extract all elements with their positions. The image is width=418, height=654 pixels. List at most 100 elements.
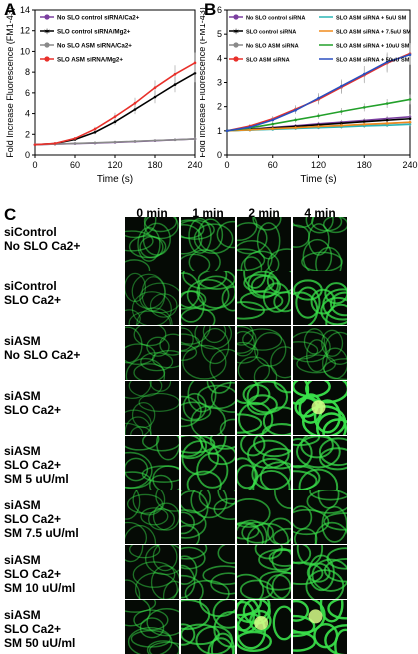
y-tick-label: 8	[25, 67, 30, 77]
micrograph-tile	[181, 217, 235, 271]
legend-marker	[233, 56, 239, 62]
cell-outline	[181, 333, 201, 353]
cell-outline	[237, 217, 258, 242]
cell-outline	[162, 580, 179, 599]
data-point	[173, 83, 177, 86]
cell-outline	[148, 508, 176, 531]
cell-outline	[262, 447, 291, 470]
cell-outline	[125, 490, 141, 520]
cell-outline	[217, 545, 235, 565]
data-point	[153, 86, 157, 89]
cell-outline	[181, 440, 220, 476]
legend-entry: No SLO control siRNA	[246, 16, 305, 22]
cell-outline	[304, 381, 347, 404]
cell-outline	[125, 409, 152, 435]
cell-outline	[136, 307, 173, 325]
x-tick-label: 120	[107, 160, 122, 170]
cell-outline	[125, 422, 144, 435]
data-point	[193, 71, 197, 75]
micrograph-tile	[237, 381, 291, 435]
cell-outline	[243, 250, 280, 271]
data-point	[362, 72, 366, 76]
data-point	[153, 95, 157, 99]
legend-marker	[44, 14, 50, 20]
cell-outline	[156, 436, 179, 461]
error-bars	[54, 64, 196, 145]
cell-outline	[295, 286, 321, 319]
cell-outline	[125, 259, 151, 271]
cell-outline	[253, 364, 278, 380]
column-header: 1 min	[192, 206, 224, 220]
cell-outline	[130, 426, 152, 435]
micrograph-tile	[125, 271, 179, 325]
data-point	[173, 138, 177, 142]
cell-outline	[125, 272, 147, 303]
row-label: siASM SLO Ca2+ SM 5 uU/ml	[4, 444, 69, 486]
micrograph-tile	[293, 326, 347, 380]
cell-outline	[128, 310, 172, 325]
cell-outline	[266, 517, 291, 544]
legend-entry: SLO control siRNA	[246, 30, 296, 36]
data-point	[93, 127, 97, 131]
cell-outline	[310, 288, 336, 315]
bright-spot	[311, 400, 326, 415]
cell-outline	[141, 276, 166, 312]
cell-outline	[125, 343, 156, 366]
series-line	[34, 62, 196, 146]
cell-outline	[209, 436, 235, 450]
cell-outline	[151, 349, 179, 369]
cell-outline	[293, 224, 310, 248]
cell-outline	[272, 527, 291, 544]
cell-outline	[320, 296, 347, 325]
micrograph-tile	[181, 490, 235, 544]
cell-outline	[125, 524, 157, 544]
cell-outline	[273, 381, 291, 394]
cell-outline	[198, 490, 235, 511]
cell-outline	[181, 343, 198, 362]
micrograph-tile	[237, 271, 291, 325]
x-tick-label: 240	[187, 160, 202, 170]
micrograph-tile	[237, 600, 291, 654]
panel-b-letter: B	[204, 0, 217, 19]
x-axis-label: Time (s)	[300, 174, 336, 185]
cell-outline	[141, 436, 179, 452]
y-tick-label: 14	[20, 5, 30, 15]
micrograph-tile	[125, 326, 179, 380]
legend-marker	[233, 14, 239, 20]
cell-outline	[322, 347, 347, 380]
cell-outline	[319, 447, 347, 471]
cell-outline	[237, 326, 254, 346]
data-point	[193, 137, 197, 141]
chart-b: 0 60 120 180 240 0 1 2 3 4 5 6 Time (s) Fold Increase…	[200, 5, 418, 185]
legend-entry: No SLO control siRNA/Ca2+	[57, 15, 140, 22]
cell-outline	[242, 328, 283, 351]
cell-outline	[140, 352, 174, 372]
cell-outline	[138, 392, 179, 412]
cell-outline	[270, 346, 291, 379]
micrograph-tile	[125, 490, 179, 544]
cell-outline	[293, 437, 313, 469]
cell-outline	[182, 344, 227, 380]
y-tick-label: 10	[20, 46, 30, 56]
micrograph-tile	[125, 381, 179, 435]
data-point	[408, 98, 412, 101]
cell-outline	[298, 468, 339, 490]
cell-outline	[181, 511, 195, 535]
x-tick-label: 0	[32, 160, 37, 170]
cell-outline	[254, 331, 287, 367]
cell-outline	[306, 339, 328, 373]
cell-outline	[293, 545, 312, 565]
cell-outline	[181, 555, 198, 585]
cell-outline	[181, 326, 211, 345]
cell-outline	[200, 327, 230, 365]
data-point	[408, 120, 412, 124]
y-tick-label: 0	[25, 150, 30, 160]
cell-outline	[296, 436, 341, 469]
y-tick-label: 6	[217, 5, 222, 15]
data-point	[294, 118, 297, 122]
column-header: 2 min	[248, 206, 280, 220]
cell-outline	[133, 609, 169, 631]
data-point	[133, 140, 137, 143]
cell-outline	[125, 457, 149, 482]
y-tick-label: 3	[217, 78, 222, 88]
